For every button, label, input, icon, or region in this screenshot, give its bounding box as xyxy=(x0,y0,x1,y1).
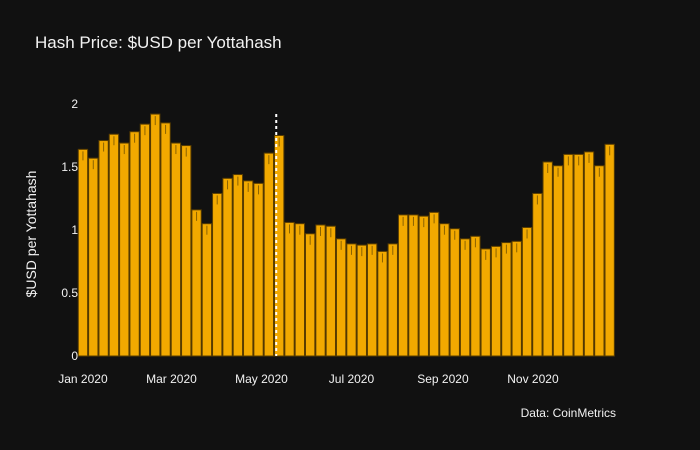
bar xyxy=(490,245,502,357)
bar xyxy=(459,238,471,357)
x-tick-label: May 2020 xyxy=(235,372,288,386)
bar xyxy=(366,243,378,357)
x-tick-label: Sep 2020 xyxy=(417,372,469,386)
bar xyxy=(77,148,89,357)
chart-title: Hash Price: $USD per Yottahash xyxy=(35,33,282,52)
x-tick-label: Jul 2020 xyxy=(329,372,375,386)
bars-layer xyxy=(77,113,615,357)
y-tick-label: 0 xyxy=(71,349,78,363)
bar xyxy=(243,180,254,357)
y-axis-label: $USD per Yottahash xyxy=(23,171,39,298)
bar xyxy=(552,165,564,357)
bar xyxy=(201,223,213,357)
bar xyxy=(346,243,357,357)
bar xyxy=(129,131,140,357)
y-tick-label: 1 xyxy=(71,223,78,237)
bar xyxy=(263,152,275,357)
bar xyxy=(294,223,305,357)
bar xyxy=(408,214,419,357)
data-source-note: Data: CoinMetrics xyxy=(520,406,616,420)
bar xyxy=(563,153,574,357)
bar xyxy=(170,142,182,357)
bar xyxy=(119,142,130,357)
bar xyxy=(160,122,171,357)
bar xyxy=(397,214,409,357)
bar xyxy=(305,233,316,357)
bar xyxy=(449,228,460,357)
y-axis: 0 0.5 1 1.5 2 xyxy=(61,97,78,363)
bar xyxy=(542,161,553,357)
bar xyxy=(439,223,450,357)
bar xyxy=(181,145,192,357)
bar xyxy=(335,238,347,357)
bar xyxy=(284,221,295,357)
x-axis: Jan 2020 Mar 2020 May 2020 Jul 2020 Sep 2020… xyxy=(58,372,559,386)
bar xyxy=(150,113,161,357)
bar xyxy=(232,174,244,357)
bar xyxy=(532,192,543,357)
bar xyxy=(583,151,595,357)
bar xyxy=(315,224,326,357)
y-tick-label: 0.5 xyxy=(61,286,78,300)
x-tick-label: Jan 2020 xyxy=(58,372,108,386)
x-tick-label: Nov 2020 xyxy=(507,372,559,386)
bar xyxy=(212,192,223,357)
bar xyxy=(191,209,202,357)
bar xyxy=(253,182,264,357)
y-tick-label: 1.5 xyxy=(61,160,78,174)
bar xyxy=(274,135,285,357)
bar xyxy=(108,133,120,357)
bar xyxy=(418,215,429,357)
bar xyxy=(377,250,388,357)
bar xyxy=(604,143,615,357)
bar xyxy=(325,225,336,357)
bar xyxy=(222,177,233,357)
bar xyxy=(139,123,151,357)
bar xyxy=(387,243,398,357)
bar xyxy=(573,153,584,357)
bar xyxy=(470,235,481,357)
y-tick-label: 2 xyxy=(71,97,78,111)
bar xyxy=(88,157,99,357)
bar xyxy=(501,242,512,357)
bar xyxy=(98,140,109,357)
bar xyxy=(356,244,367,357)
bar xyxy=(511,240,522,357)
bar xyxy=(594,165,605,357)
bar xyxy=(428,211,440,357)
bar xyxy=(480,248,491,357)
x-tick-label: Mar 2020 xyxy=(146,372,197,386)
bar xyxy=(521,226,533,357)
